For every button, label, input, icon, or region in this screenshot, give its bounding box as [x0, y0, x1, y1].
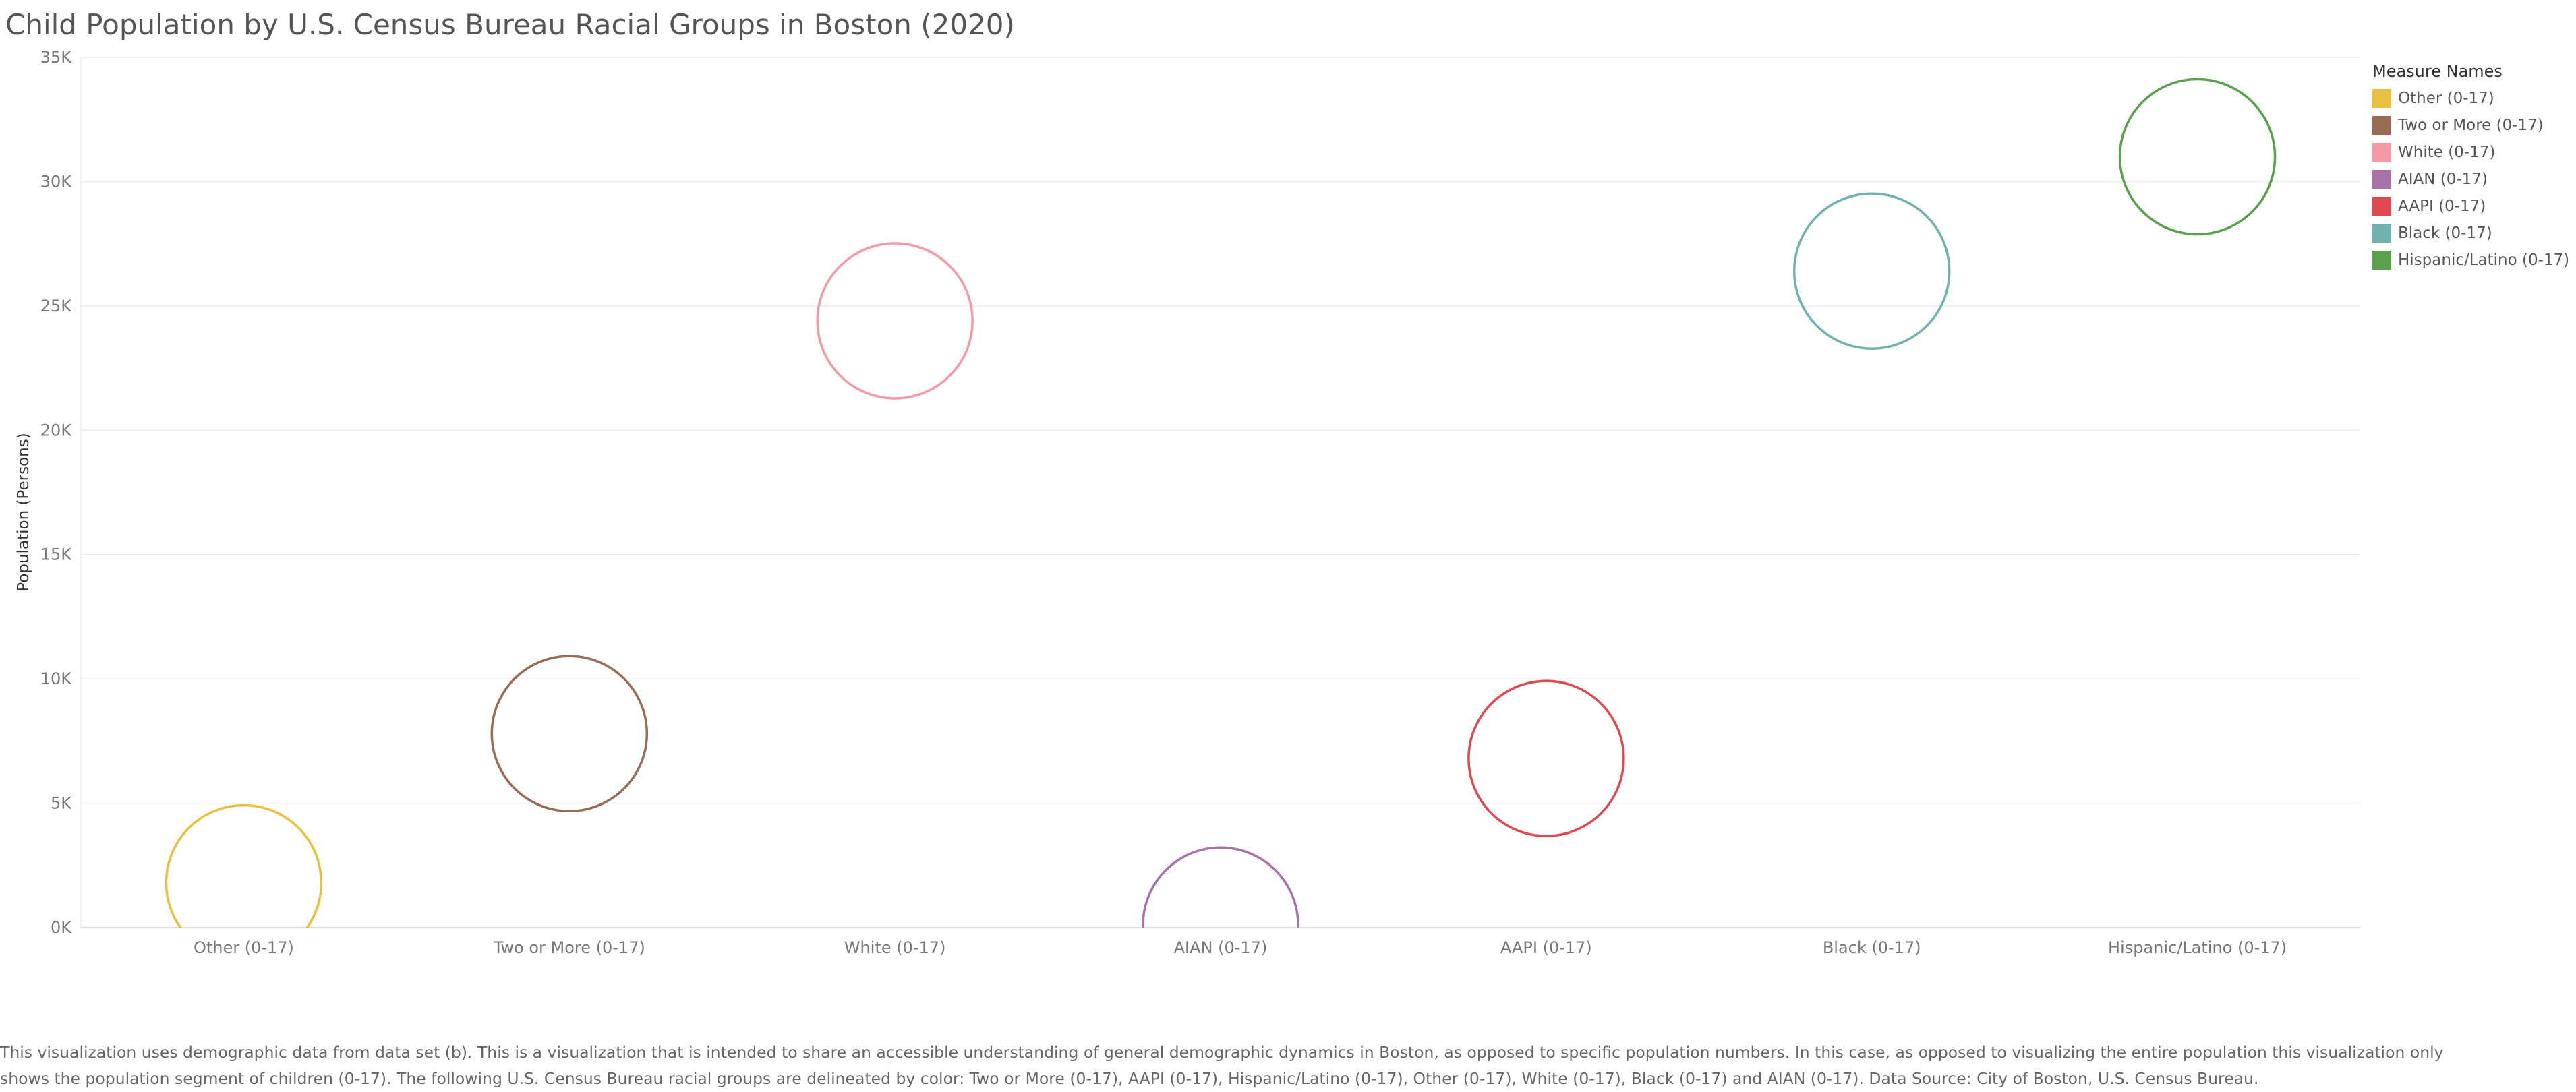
legend-item[interactable]: Black (0-17)	[2372, 220, 2575, 247]
legend-label: White (0-17)	[2398, 144, 2496, 161]
x-tick-label: Black (0-17)	[1823, 938, 1921, 957]
y-tick-label: 25K	[40, 297, 73, 315]
data-point	[1467, 679, 1625, 837]
legend: Measure Names Other (0-17) Two or More (0…	[2372, 62, 2575, 274]
y-tick-label: 15K	[40, 545, 73, 564]
legend-label: Two or More (0-17)	[2398, 117, 2544, 134]
legend-label: AAPI (0-17)	[2398, 198, 2486, 215]
legend-title: Measure Names	[2372, 62, 2502, 81]
y-tick-label: 10K	[40, 669, 73, 688]
legend-label: Hispanic/Latino (0-17)	[2398, 251, 2570, 269]
legend-swatch	[2372, 170, 2391, 189]
footnote-line-2: shows the population segment of children…	[0, 1069, 2259, 1088]
footnote: This visualization uses demographic data…	[0, 1039, 2444, 1092]
data-point	[2118, 78, 2277, 236]
legend-item[interactable]: Hispanic/Latino (0-17)	[2372, 247, 2575, 274]
chart-plot: 0K 5K 10K 15K 20K 25K 30K 35K Other (0-17) Two o…	[15, 48, 2360, 957]
legend-item[interactable]: Other (0-17)	[2372, 85, 2575, 112]
y-tick-label: 20K	[40, 421, 73, 439]
legend-label: Other (0-17)	[2398, 90, 2494, 107]
y-tick-label: 0K	[51, 918, 72, 937]
legend-label: Black (0-17)	[2398, 224, 2492, 242]
data-point	[165, 803, 323, 928]
data-point	[1792, 192, 1951, 350]
data-point	[816, 242, 974, 400]
footnote-line-1: This visualization uses demographic data…	[0, 1043, 2444, 1062]
y-tick-label: 30K	[40, 172, 73, 191]
x-tick-label: White (0-17)	[844, 938, 946, 957]
legend-swatch	[2372, 143, 2391, 162]
legend-swatch	[2372, 89, 2391, 108]
y-axis: 0K 5K 10K 15K 20K 25K 30K 35K	[40, 48, 73, 937]
y-axis-title: Population (Persons)	[15, 433, 32, 591]
x-tick-label: AIAN (0-17)	[1174, 938, 1268, 957]
legend-swatch	[2372, 251, 2391, 270]
x-tick-label: Two or More (0-17)	[493, 938, 645, 957]
legend-item[interactable]: Two or More (0-17)	[2372, 112, 2575, 139]
legend-item[interactable]: AAPI (0-17)	[2372, 193, 2575, 220]
legend-label: AIAN (0-17)	[2398, 171, 2488, 188]
legend-swatch	[2372, 224, 2391, 243]
legend-item[interactable]: White (0-17)	[2372, 139, 2575, 166]
x-tick-label: Hispanic/Latino (0-17)	[2108, 938, 2287, 957]
x-axis: Other (0-17) Two or More (0-17) White (0-1…	[194, 938, 2287, 957]
y-tick-label: 35K	[40, 48, 73, 67]
chart-title: Child Population by U.S. Census Bureau R…	[5, 8, 1015, 41]
legend-items: Other (0-17) Two or More (0-17) White (0-1…	[2372, 85, 2575, 274]
legend-item[interactable]: AIAN (0-17)	[2372, 166, 2575, 193]
data-marks	[165, 78, 2277, 928]
gridlines	[80, 57, 2360, 928]
x-tick-label: Other (0-17)	[194, 938, 294, 957]
x-tick-label: AAPI (0-17)	[1500, 938, 1592, 957]
data-point	[1142, 846, 1299, 928]
data-point	[490, 655, 649, 813]
y-tick-label: 5K	[51, 794, 72, 813]
legend-swatch	[2372, 197, 2391, 216]
legend-swatch	[2372, 116, 2391, 135]
